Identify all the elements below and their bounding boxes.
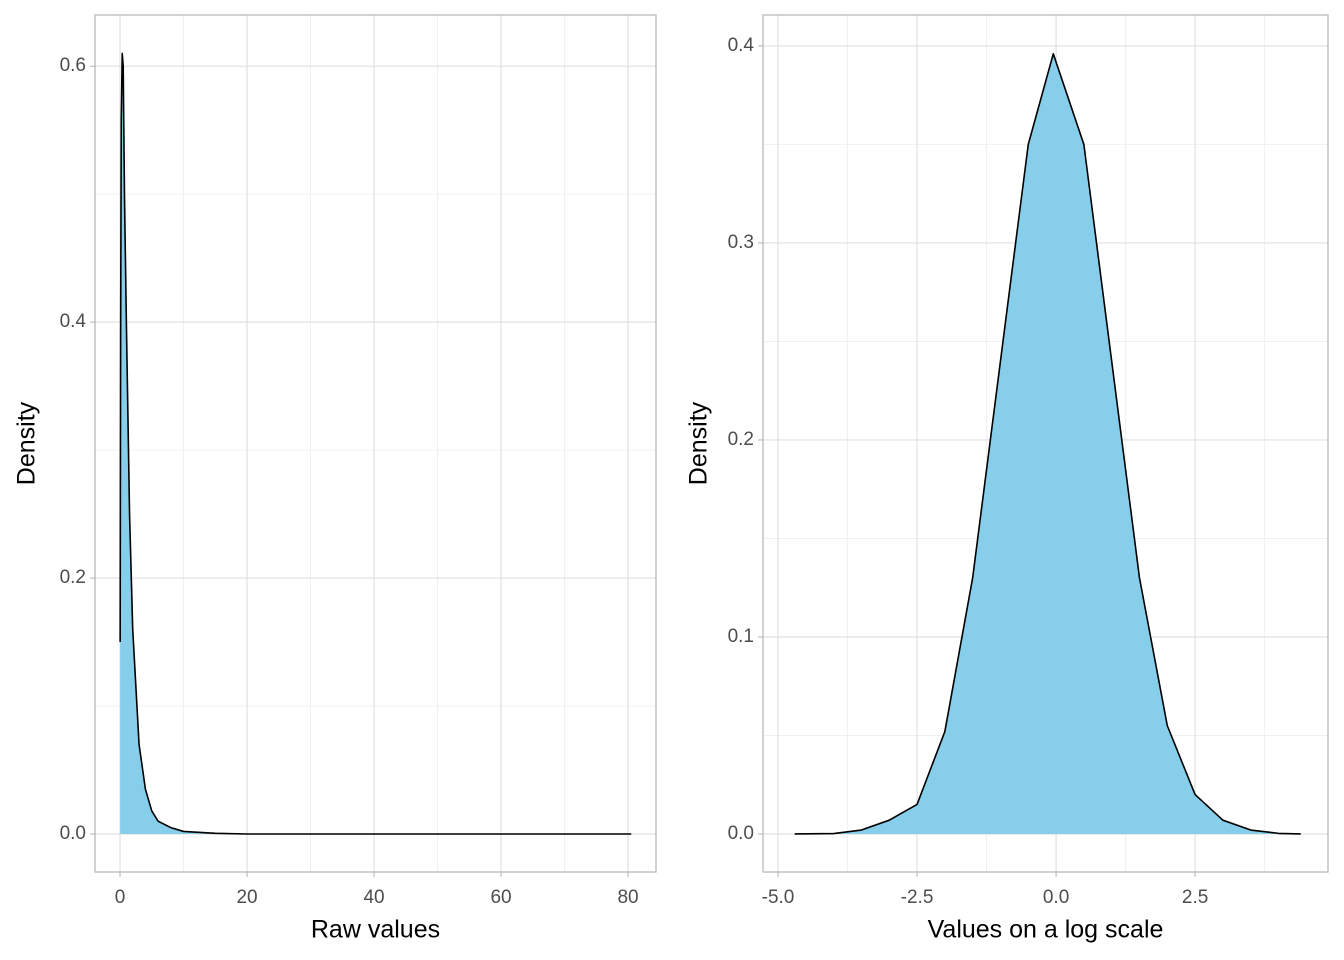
y-tick-label: 0.2 [728,429,754,450]
y-tick-label: 0.3 [728,232,754,253]
panel-border [94,14,657,873]
y-tick-label: 0.4 [60,311,87,332]
density-area [794,53,1301,834]
x-tick-label: 0.0 [1043,887,1069,908]
y-tick-label: 0.0 [60,823,86,844]
y-tick-label: 0.2 [60,567,86,588]
x-axis-title: Raw values [311,916,440,944]
x-tick-label: 60 [490,887,511,908]
x-tick-label: -5.0 [762,887,795,908]
y-tick-label: 0.4 [728,35,755,56]
x-tick-label: 80 [617,887,638,908]
x-axis-title: Values on a log scale [928,916,1164,944]
density-line [794,53,1301,835]
y-tick-label: 0.6 [60,55,86,76]
y-axis-title: Density [685,401,713,485]
x-tick-label: -2.5 [901,887,934,908]
density-area [120,53,632,834]
density-line [119,52,632,835]
panel-border [762,14,1329,873]
x-tick-label: 0 [115,887,126,908]
x-tick-label: 2.5 [1182,887,1208,908]
y-axis-title: Density [13,401,41,485]
y-tick-label: 0.1 [728,626,754,647]
x-tick-label: 40 [363,887,384,908]
y-tick-label: 0.0 [728,823,754,844]
x-tick-label: 20 [236,887,257,908]
